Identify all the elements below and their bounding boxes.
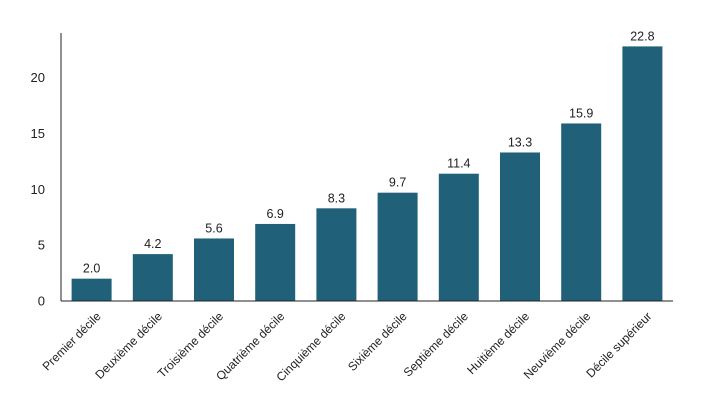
x-tick-label: Septième décile	[401, 309, 472, 380]
y-axis-ticks: 0 5 10 15 20	[31, 70, 45, 308]
x-tick-label: Premier décile	[40, 309, 104, 373]
data-labels: 2.0 4.2 5.6 6.9 8.3 9.7 11.4 13.3 15.9 22.8	[83, 29, 655, 275]
y-tick-label: 20	[31, 70, 45, 85]
bar	[622, 46, 663, 302]
bar-series	[71, 46, 663, 302]
data-label: 22.8	[630, 29, 654, 43]
bar	[194, 238, 234, 301]
bar	[500, 152, 540, 301]
data-label: 15.9	[569, 106, 593, 120]
y-tick-label: 15	[31, 126, 45, 141]
y-tick-label: 0	[38, 294, 45, 309]
data-label: 2.0	[83, 262, 100, 276]
data-label: 13.3	[508, 135, 532, 149]
data-label: 8.3	[328, 191, 345, 205]
bar	[561, 123, 602, 301]
data-label: 11.4	[447, 157, 470, 171]
bar	[316, 208, 357, 301]
bar	[132, 254, 173, 301]
data-label: 4.2	[144, 237, 161, 251]
y-tick-label: 5	[38, 238, 45, 253]
bar	[255, 223, 296, 301]
x-tick-label: Décile supérieur	[583, 309, 654, 380]
bar	[438, 173, 479, 301]
y-tick-label: 10	[31, 182, 45, 197]
bar	[377, 192, 418, 301]
data-label: 9.7	[389, 176, 406, 190]
x-tick-label: Huitième décile	[464, 309, 532, 377]
x-tick-label: Sixième décile	[345, 309, 410, 374]
bar	[71, 278, 112, 301]
data-label: 6.9	[267, 207, 284, 221]
data-label: 5.6	[205, 221, 222, 235]
